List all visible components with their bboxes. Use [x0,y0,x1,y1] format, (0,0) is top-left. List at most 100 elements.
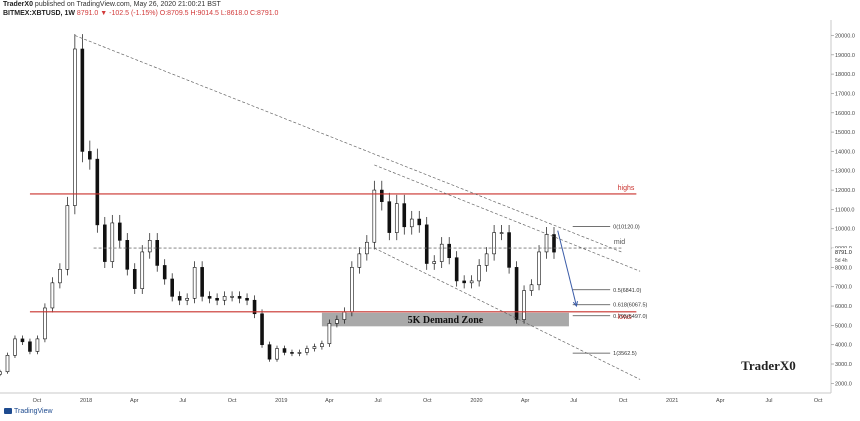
x-tick-label: Oct [33,398,42,404]
projection-arrow [557,230,577,307]
fib-level-label: 0(10120.0) [613,224,640,230]
fib-level-label: 0.618(6067.5) [613,303,647,309]
x-tick-label: Oct [228,398,237,404]
candle-body [447,243,451,259]
candle-body [50,282,55,309]
x-tick-label: Jul [179,398,186,404]
candle-body [544,234,549,253]
candle-body [372,189,377,243]
candle-body [380,189,384,202]
candle-body [424,224,429,264]
candle-body [267,344,272,360]
candle-body [477,265,481,282]
last-price-label: 8791.0 [835,250,852,256]
candle-body [237,296,242,299]
candle-body [125,240,130,270]
x-tick-label: Oct [814,398,823,404]
candle-body [342,311,347,320]
candle-body [207,296,212,299]
y-tick-label: 8000.0 [835,265,852,271]
candle-body [282,348,287,353]
ohlc-values: O:8709.5 H:9014.5 L:8618.0 C:8791.0 [159,10,279,17]
candle-body [484,253,489,266]
y-tick-label: 5000.0 [835,323,852,329]
candle-body [462,280,466,284]
y-tick-label: 11000.0 [835,207,854,213]
candle-body [529,284,534,291]
symbol-line: BITMEX:XBTUSD, 1W 8791.0 ▼ -102.5 (-1.15… [3,10,278,17]
trendline [374,247,641,380]
candle-body [417,218,422,226]
y-tick-label: 10000.0 [835,227,855,233]
last-price-tag [832,248,860,256]
level-label-lows: lows [618,314,633,321]
candle-body [103,224,107,262]
x-tick-label: Oct [619,398,628,404]
candle-body [492,232,496,255]
y-tick-label: 2000.0 [835,381,852,387]
candle-body [469,280,474,284]
candle-body [514,267,519,320]
tradingview-icon [4,408,12,415]
candle-body [327,323,332,345]
candle-body [402,203,407,228]
candle-body [117,222,122,241]
candle-body [312,346,317,349]
candle-body [35,338,40,352]
candle-body [394,203,399,233]
candle-body [230,296,234,298]
candle-body [409,218,414,228]
candle-body [95,158,100,226]
candle-body [110,222,115,262]
y-tick-label: 18000.0 [835,72,855,78]
fib-level-label: 0.705(5497.0) [613,314,647,320]
candle-body [28,341,32,352]
y-tick-label: 6000.0 [835,304,852,310]
trendline [374,164,641,272]
candle-body [522,290,526,320]
candle-body [260,313,264,345]
candle-body [245,298,249,301]
candle-body [350,267,354,313]
projection-arrowhead [572,301,578,308]
candle-body [439,243,444,262]
candle-body [20,338,25,343]
candle-body [222,296,227,301]
candle-body [0,371,2,375]
x-tick-label: Apr [325,398,334,404]
symbol: BITMEX:XBTUSD, 1W [3,10,75,17]
candle-body [499,232,504,234]
fib-level-label: 0.5(6841.0) [613,288,641,294]
tradingview-label: TradingView [14,408,53,415]
x-tick-label: 2018 [80,398,92,404]
fib-level-label: 1(3562.5) [613,351,637,357]
mid-label: mid [614,239,625,246]
last-price: 8791.0 [76,10,99,17]
y-tick-label: 14000.0 [835,149,855,155]
trendline [74,35,622,253]
x-tick-label: Jul [375,398,382,404]
x-tick-label: Jul [765,398,772,404]
candle-body [552,234,556,253]
candle-body [252,299,257,315]
countdown-label: 5d 4h [835,258,848,264]
candle-body [275,348,279,360]
watermark: TraderX0 [741,358,796,373]
candle-body [58,269,62,284]
y-tick-label: 16000.0 [835,111,855,117]
candle-body [305,348,309,353]
candle-body [147,240,152,253]
candle-body [537,251,541,286]
candle-body [357,253,362,268]
published-info: published on TradingView.com, May 26, 20… [34,1,221,8]
candle-body [43,307,47,340]
x-tick-label: Apr [130,398,139,404]
demand-zone [321,312,569,327]
y-tick-label: 12000.0 [835,188,855,194]
y-tick-label: 4000.0 [835,343,852,349]
candle-body [185,298,189,301]
x-tick-label: 2021 [666,398,678,404]
publish-line: TraderX0 published on TradingView.com, M… [3,1,221,8]
candle-body [192,267,197,299]
